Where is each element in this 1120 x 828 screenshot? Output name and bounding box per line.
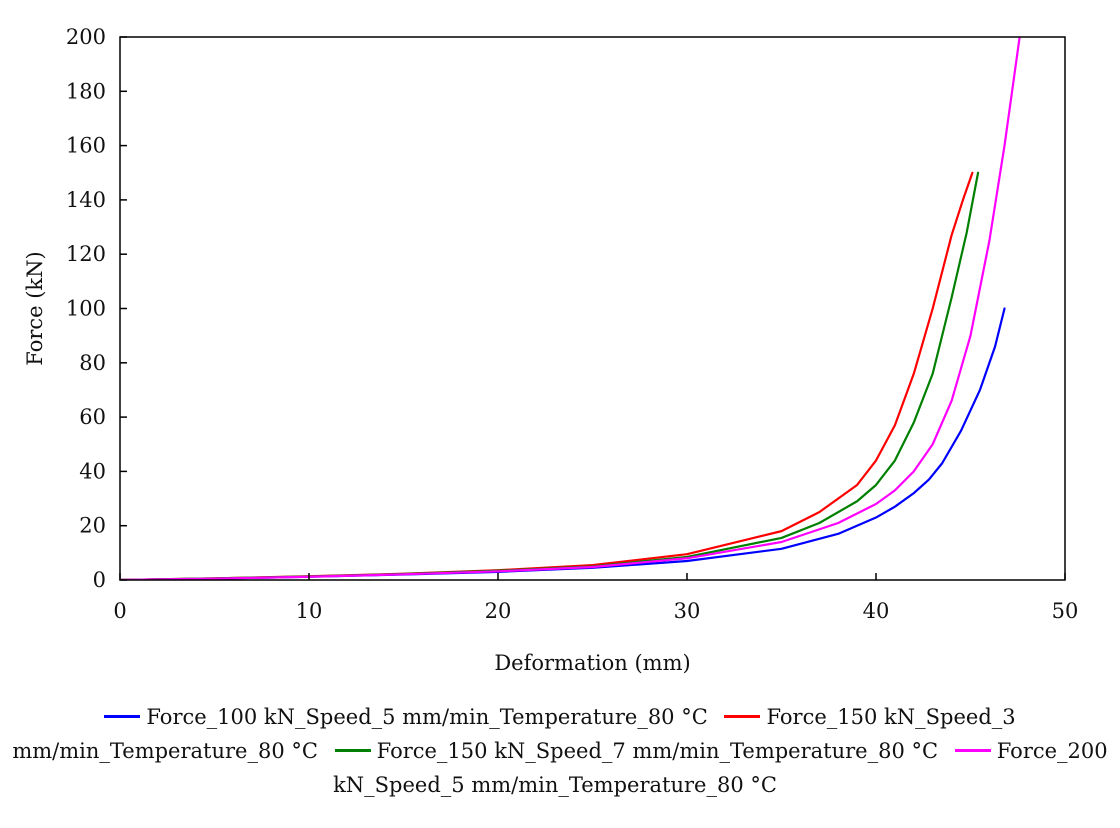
y-tick-label: 0 — [93, 568, 106, 592]
plot-frame — [119, 36, 1066, 581]
series-line-4 — [120, 37, 1021, 580]
y-axis-title: Force (kN) — [23, 251, 47, 365]
series-layer — [120, 37, 1021, 580]
legend: Force_100 kN_Speed_5 mm/min_Temperature_… — [0, 700, 1120, 802]
series-line-1 — [120, 307, 1006, 580]
x-tick-label: 20 — [485, 599, 512, 623]
chart-svg: 0 10 20 30 40 50 0 20 40 60 80 100 120 140 160 180 200 D… — [23, 25, 1078, 675]
legend-entry-2: Force_150 kN_Speed_3 mm/min_Temperature_… — [12, 705, 1015, 763]
x-tick-label: 50 — [1052, 599, 1079, 623]
legend-entry-4: Force_200 kN_Speed_5 mm/min_Temperature_… — [333, 739, 1108, 797]
y-tick-label: 200 — [66, 25, 106, 49]
series-line-3 — [120, 171, 980, 580]
legend-label-4: Force_200 kN_Speed_5 mm/min_Temperature_… — [333, 739, 1108, 797]
y-tick-label: 60 — [79, 405, 106, 429]
y-tick-label: 160 — [66, 134, 106, 158]
y-tick-label: 140 — [66, 188, 106, 212]
x-tick-label: 40 — [863, 599, 890, 623]
legend-swatch-3 — [334, 749, 371, 752]
y-tick-label: 180 — [66, 79, 106, 103]
legend-swatch-2 — [724, 715, 761, 718]
y-tick-label: 40 — [79, 459, 106, 483]
y-tick-label: 20 — [79, 514, 106, 538]
y-tick-label: 80 — [79, 351, 106, 375]
legend-label-2: Force_150 kN_Speed_3 mm/min_Temperature_… — [12, 705, 1016, 763]
x-axis-title: Deformation (mm) — [494, 651, 690, 675]
y-tick-label: 100 — [66, 297, 106, 321]
x-tick-label: 30 — [674, 599, 701, 623]
axes-layer: 0 10 20 30 40 50 0 20 40 60 80 100 120 140 160 180 200 — [66, 25, 1078, 623]
x-tick-label: 0 — [113, 599, 126, 623]
legend-entry-1: Force_100 kN_Speed_5 mm/min_Temperature_… — [104, 705, 717, 729]
y-tick-label: 120 — [66, 242, 106, 266]
legend-label-3: Force_150 kN_Speed_7 mm/min_Temperature_… — [376, 739, 939, 763]
x-tick-label: 10 — [296, 599, 323, 623]
legend-swatch-4 — [954, 749, 991, 752]
legend-swatch-1 — [104, 715, 141, 718]
legend-entry-3: Force_150 kN_Speed_7 mm/min_Temperature_… — [334, 739, 948, 763]
legend-label-1: Force_100 kN_Speed_5 mm/min_Temperature_… — [146, 705, 708, 729]
chart: 0 10 20 30 40 50 0 20 40 60 80 100 120 140 160 180 200 D… — [23, 25, 1078, 675]
